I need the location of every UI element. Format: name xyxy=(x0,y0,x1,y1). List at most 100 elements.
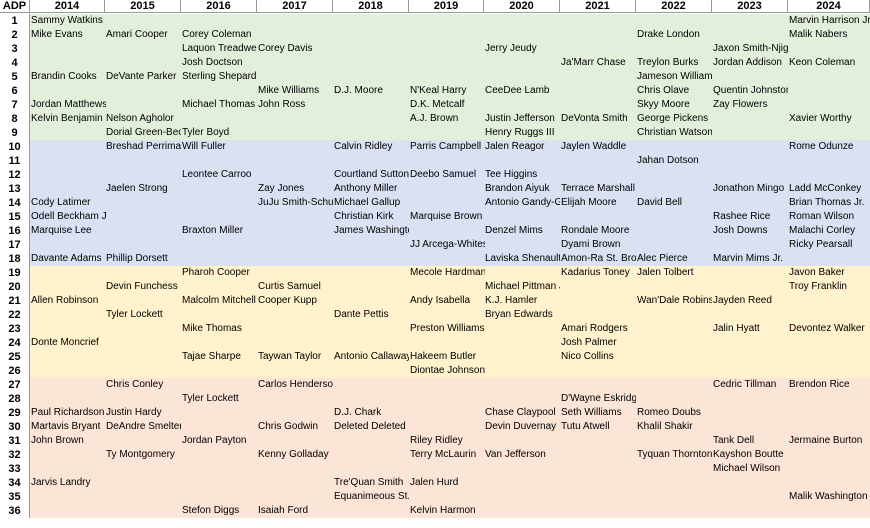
adp-rank: 12 xyxy=(0,168,30,182)
table-row xyxy=(30,42,870,56)
player-cell: Braxton Miller xyxy=(182,225,244,236)
player-cell: CeeDee Lamb xyxy=(485,85,550,96)
player-cell: Alec Pierce xyxy=(637,253,688,264)
player-cell: George Pickens xyxy=(637,113,709,124)
table-row xyxy=(30,280,870,294)
player-cell: Marvin Harrison Jr. xyxy=(789,15,870,26)
table-row xyxy=(30,392,870,406)
player-cell: Amon-Ra St. Brown xyxy=(561,253,636,264)
adp-rank: 25 xyxy=(0,350,30,364)
player-cell: D.J. Moore xyxy=(334,85,383,96)
table-row xyxy=(30,14,870,28)
table-row xyxy=(30,168,870,182)
player-cell: Davante Adams xyxy=(31,253,102,264)
player-cell: Mike Evans xyxy=(31,29,83,40)
player-cell: Christian Kirk xyxy=(334,211,394,222)
player-cell: John Brown xyxy=(31,435,84,446)
player-cell: A.J. Brown xyxy=(410,113,459,124)
table-row xyxy=(30,182,870,196)
adp-column-header: ADP xyxy=(0,0,30,13)
adp-rank: 34 xyxy=(0,476,30,490)
player-cell: Cooper Kupp xyxy=(258,295,317,306)
year-header-2014: 2014 xyxy=(30,0,105,13)
adp-rank: 5 xyxy=(0,70,30,84)
player-cell: Tyquan Thornton xyxy=(637,449,712,460)
table-row xyxy=(30,154,870,168)
player-cell: Donte Moncrief xyxy=(31,337,99,348)
player-cell: Dante Pettis xyxy=(334,309,389,320)
table-row xyxy=(30,210,870,224)
player-cell: Ladd McConkey xyxy=(789,183,862,194)
player-cell: Kayshon Boutte xyxy=(713,449,784,460)
adp-rank: 35 xyxy=(0,490,30,504)
player-cell: Riley Ridley xyxy=(410,435,463,446)
table-row xyxy=(30,490,870,504)
adp-rank: 31 xyxy=(0,434,30,448)
adp-rank: 1 xyxy=(0,14,30,28)
player-cell: Taywan Taylor xyxy=(258,351,322,362)
adp-rank: 28 xyxy=(0,392,30,406)
player-cell: Justin Hardy xyxy=(106,407,162,418)
adp-rank: 3 xyxy=(0,42,30,56)
player-cell: Dyami Brown xyxy=(561,239,621,250)
table-row xyxy=(30,322,870,336)
player-cell: Justin Jefferson xyxy=(485,113,555,124)
adp-rank: 30 xyxy=(0,420,30,434)
player-cell: Malik Washington xyxy=(789,491,868,502)
player-cell: Bryan Edwards xyxy=(485,309,553,320)
player-cell: Hakeem Butler xyxy=(410,351,477,362)
player-cell: Anthony Miller xyxy=(334,183,398,194)
player-cell: Amari Cooper xyxy=(106,29,168,40)
player-cell: Mike Williams xyxy=(258,85,320,96)
player-cell: Jerry Jeudy xyxy=(485,43,537,54)
player-cell: Josh Doctson xyxy=(182,57,243,68)
table-row xyxy=(30,98,870,112)
player-cell: Parris Campbell xyxy=(410,141,482,152)
table-row xyxy=(30,196,870,210)
adp-rank: 23 xyxy=(0,322,30,336)
player-cell: N'Keal Harry xyxy=(410,85,467,96)
player-cell: Jalin Hyatt xyxy=(713,323,760,334)
player-cell: Will Fuller xyxy=(182,141,226,152)
player-cell: Chris Conley xyxy=(106,379,164,390)
player-cell: Paul Richardson xyxy=(31,407,105,418)
adp-rank: 18 xyxy=(0,252,30,266)
player-cell: Jordan Matthews xyxy=(31,99,106,110)
player-cell: Devin Duvernay xyxy=(485,421,557,432)
player-cell: Romeo Doubs xyxy=(637,407,701,418)
player-cell: Rondale Moore xyxy=(561,225,630,236)
player-cell: Nico Collins xyxy=(561,351,614,362)
player-cell: Jonathon Mingo xyxy=(713,183,785,194)
player-cell: Michael Pittman Jr. xyxy=(485,281,560,292)
adp-rank: 10 xyxy=(0,140,30,154)
player-cell: Tee Higgins xyxy=(485,169,538,180)
player-cell: D.K. Metcalf xyxy=(410,99,465,110)
table-row xyxy=(30,406,870,420)
player-cell: Deebo Samuel xyxy=(410,169,477,180)
player-cell: D'Wayne Eskridge xyxy=(561,393,636,404)
player-cell: Michael Wilson xyxy=(713,463,781,474)
adp-rank: 33 xyxy=(0,462,30,476)
table-row xyxy=(30,420,870,434)
adp-rank: 15 xyxy=(0,210,30,224)
player-cell: Rashee Rice xyxy=(713,211,771,222)
table-row xyxy=(30,266,870,280)
year-header-2020: 2020 xyxy=(484,0,560,13)
player-cell: Mecole Hardman xyxy=(410,267,485,278)
adp-rank: 26 xyxy=(0,364,30,378)
player-cell: Drake London xyxy=(637,29,700,40)
year-header-2018: 2018 xyxy=(333,0,409,13)
table-row xyxy=(30,112,870,126)
player-cell: Tyler Lockett xyxy=(182,393,239,404)
player-cell: Jermaine Burton xyxy=(789,435,863,446)
table-row xyxy=(30,140,870,154)
table-row xyxy=(30,364,870,378)
table-row xyxy=(30,28,870,42)
player-cell: Mike Thomas xyxy=(182,323,242,334)
player-cell: Marquise Brown xyxy=(410,211,483,222)
adp-rank: 20 xyxy=(0,280,30,294)
player-cell: Jahan Dotson xyxy=(637,155,699,166)
adp-rank: 32 xyxy=(0,448,30,462)
year-header-2015: 2015 xyxy=(105,0,181,13)
adp-rank: 13 xyxy=(0,182,30,196)
